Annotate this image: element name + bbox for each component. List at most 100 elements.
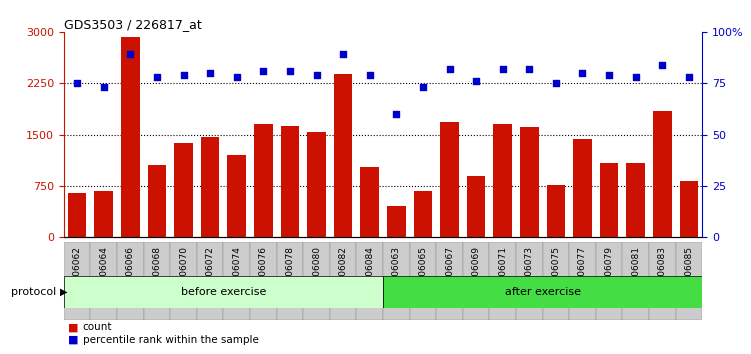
Point xyxy=(391,111,403,117)
Point xyxy=(577,70,589,76)
Text: GSM306069: GSM306069 xyxy=(472,246,481,301)
Bar xyxy=(90,242,117,320)
Bar xyxy=(600,163,618,237)
Bar xyxy=(281,126,299,237)
Point xyxy=(444,66,456,72)
Bar xyxy=(64,276,383,308)
Text: GSM306077: GSM306077 xyxy=(578,246,587,301)
Bar xyxy=(387,206,406,237)
Bar xyxy=(490,242,516,320)
Bar xyxy=(573,139,592,237)
Text: GSM306072: GSM306072 xyxy=(206,246,215,301)
Point xyxy=(603,72,615,78)
Bar xyxy=(250,242,276,320)
Bar xyxy=(330,242,357,320)
Bar xyxy=(276,242,303,320)
Bar xyxy=(303,242,330,320)
Bar xyxy=(68,193,86,237)
Point xyxy=(71,80,83,86)
Bar xyxy=(383,242,409,320)
Point xyxy=(231,74,243,80)
Text: before exercise: before exercise xyxy=(181,287,266,297)
Bar xyxy=(414,191,433,237)
Point xyxy=(151,74,163,80)
Point xyxy=(550,80,562,86)
Bar xyxy=(569,242,596,320)
Bar xyxy=(493,124,512,237)
Bar xyxy=(121,37,140,237)
Text: ▶: ▶ xyxy=(60,287,68,297)
Bar xyxy=(680,181,698,237)
Point xyxy=(417,85,429,90)
Bar xyxy=(409,242,436,320)
Point xyxy=(496,66,508,72)
Point xyxy=(629,74,641,80)
Text: GSM306068: GSM306068 xyxy=(152,246,161,301)
Point xyxy=(683,74,695,80)
Bar xyxy=(520,127,538,237)
Bar xyxy=(467,176,485,237)
Text: ■: ■ xyxy=(68,335,78,345)
Text: GSM306064: GSM306064 xyxy=(99,246,108,301)
Bar xyxy=(516,242,543,320)
Point xyxy=(284,68,296,74)
Text: GSM306082: GSM306082 xyxy=(339,246,348,301)
Text: GSM306074: GSM306074 xyxy=(232,246,241,301)
Point xyxy=(125,52,137,57)
Text: GSM306081: GSM306081 xyxy=(631,246,640,301)
Bar xyxy=(148,165,166,237)
Text: GSM306079: GSM306079 xyxy=(605,246,614,301)
Bar xyxy=(117,242,143,320)
Text: GSM306083: GSM306083 xyxy=(658,246,667,301)
Point xyxy=(204,70,216,76)
Bar xyxy=(254,124,273,237)
Point xyxy=(337,52,349,57)
Point xyxy=(656,62,668,68)
Text: GSM306070: GSM306070 xyxy=(179,246,188,301)
Text: GSM306063: GSM306063 xyxy=(392,246,401,301)
Bar xyxy=(383,276,702,308)
Bar xyxy=(307,132,326,237)
Text: after exercise: after exercise xyxy=(505,287,581,297)
Text: GSM306075: GSM306075 xyxy=(551,246,560,301)
Bar xyxy=(170,242,197,320)
Text: GSM306067: GSM306067 xyxy=(445,246,454,301)
Bar xyxy=(623,242,649,320)
Bar xyxy=(653,111,671,237)
Text: ■: ■ xyxy=(68,322,78,332)
Text: count: count xyxy=(83,322,112,332)
Text: GSM306084: GSM306084 xyxy=(365,246,374,301)
Text: GSM306073: GSM306073 xyxy=(525,246,534,301)
Bar xyxy=(649,242,676,320)
Bar xyxy=(174,143,193,237)
Point xyxy=(258,68,270,74)
Text: GSM306085: GSM306085 xyxy=(684,246,693,301)
Text: percentile rank within the sample: percentile rank within the sample xyxy=(83,335,258,345)
Bar xyxy=(228,155,246,237)
Bar xyxy=(360,167,379,237)
Bar xyxy=(440,122,459,237)
Bar xyxy=(333,74,352,237)
Text: GSM306062: GSM306062 xyxy=(73,246,82,301)
Text: GSM306065: GSM306065 xyxy=(418,246,427,301)
Bar xyxy=(463,242,490,320)
Bar xyxy=(224,242,250,320)
Bar xyxy=(95,191,113,237)
Bar xyxy=(197,242,224,320)
Point xyxy=(98,85,110,90)
Bar xyxy=(676,242,702,320)
Bar xyxy=(436,242,463,320)
Bar xyxy=(596,242,623,320)
Text: GSM306080: GSM306080 xyxy=(312,246,321,301)
Bar xyxy=(64,242,90,320)
Text: GSM306066: GSM306066 xyxy=(126,246,135,301)
Text: GSM306071: GSM306071 xyxy=(498,246,507,301)
Text: protocol: protocol xyxy=(11,287,60,297)
Bar xyxy=(357,242,383,320)
Bar xyxy=(201,137,219,237)
Text: GDS3503 / 226817_at: GDS3503 / 226817_at xyxy=(64,18,201,31)
Point xyxy=(523,66,535,72)
Bar xyxy=(543,242,569,320)
Bar xyxy=(143,242,170,320)
Point xyxy=(363,72,376,78)
